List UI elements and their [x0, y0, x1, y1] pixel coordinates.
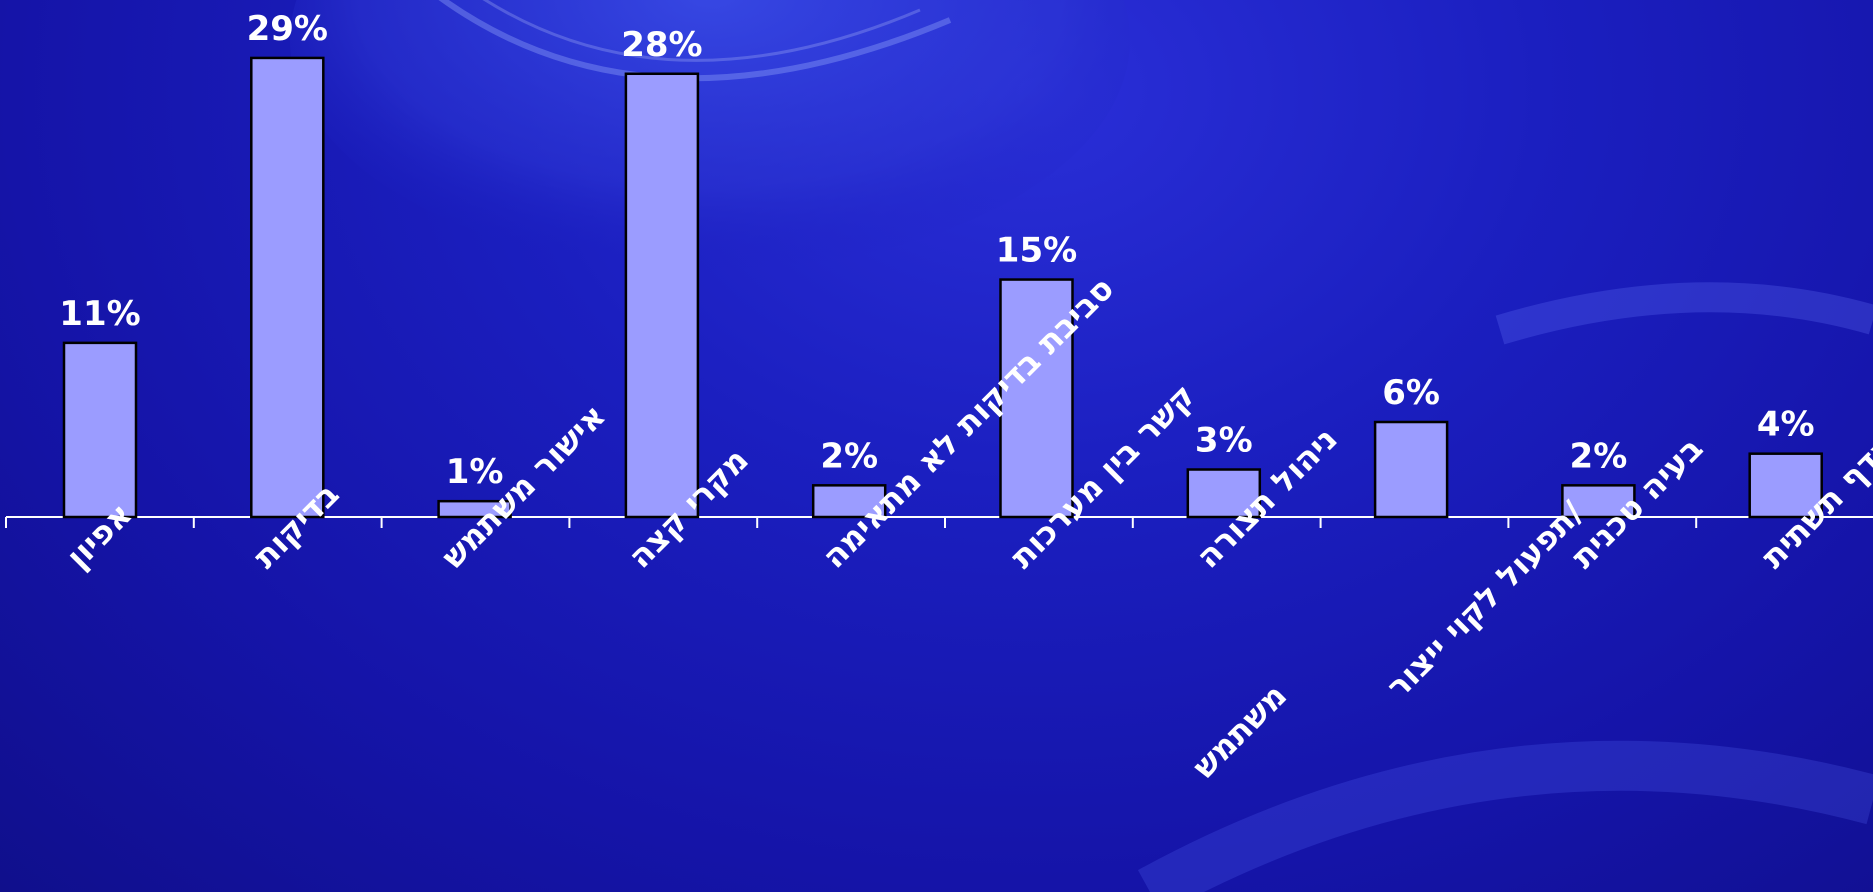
- data-label: 1%: [446, 452, 504, 492]
- category-label: משתמש: [1185, 676, 1294, 785]
- data-label: 11%: [59, 294, 140, 334]
- bar: [999, 278, 1074, 519]
- data-label: 2%: [1570, 436, 1628, 476]
- bar: [62, 341, 138, 519]
- bar: [437, 499, 512, 519]
- data-label: 29%: [247, 9, 328, 49]
- data-label: 2%: [820, 436, 878, 476]
- bar: [811, 484, 887, 519]
- data-label: 4%: [1757, 405, 1815, 445]
- bar: [1186, 468, 1262, 519]
- data-label: 28%: [621, 25, 702, 65]
- bar: [1561, 484, 1636, 519]
- data-label: 3%: [1195, 421, 1253, 461]
- bar: [624, 72, 700, 519]
- data-label: 6%: [1382, 373, 1440, 413]
- bar: [1373, 420, 1449, 519]
- data-label: 15%: [996, 231, 1077, 271]
- bar: [250, 56, 325, 519]
- bar: [1748, 452, 1823, 519]
- category-label: /תפעול לקוי ייצור: [1379, 493, 1591, 705]
